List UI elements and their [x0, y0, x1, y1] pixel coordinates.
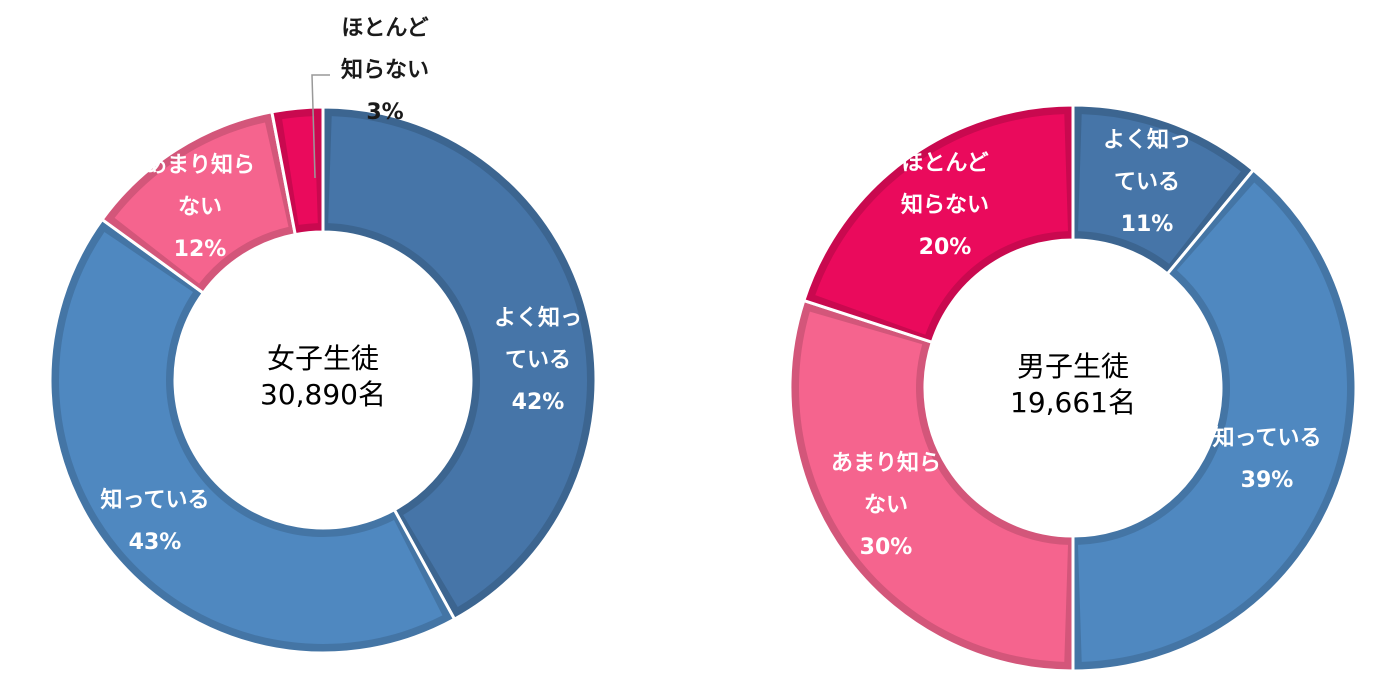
slice-value-label: 43% — [129, 530, 182, 555]
center-title: 男子生徒 — [1017, 350, 1129, 383]
donut-slice-face — [1077, 182, 1347, 662]
slice-category-label: ほとんど — [341, 16, 428, 41]
slice-value-label: 30% — [860, 535, 913, 560]
slice-value-label: 42% — [512, 390, 565, 415]
donut-slice-face — [59, 231, 443, 645]
center-subtitle: 30,890名 — [260, 378, 386, 411]
slice-category-label: 知らない — [341, 57, 429, 83]
donut-slice-face — [1077, 114, 1241, 264]
slice-category-label: あまり知ら — [831, 450, 941, 476]
slice-category-label: ない — [178, 195, 222, 220]
slice-category-label: ほとんど — [901, 151, 988, 176]
center-title: 女子生徒 — [267, 342, 379, 375]
donut-slice-face — [282, 116, 318, 225]
slice-category-label: ない — [864, 493, 908, 518]
slice-category-label: 知っている — [1213, 425, 1322, 451]
donut-slice-face — [799, 311, 1069, 662]
center-subtitle: 19,661名 — [1010, 386, 1136, 419]
slice-value-label: 20% — [919, 235, 972, 260]
leader-line — [311, 74, 330, 179]
slice-category-label: あまり知ら — [145, 152, 255, 178]
donut-slice-face — [815, 114, 1069, 335]
slice-category-label: ている — [505, 348, 571, 373]
donut-slice-face — [114, 122, 289, 284]
donut-slice-face — [328, 116, 587, 608]
slice-category-label: よく知っ — [494, 305, 582, 331]
slice-value-label: 3% — [366, 100, 403, 125]
slice-category-label: 知らない — [901, 192, 989, 218]
slice-value-label: 12% — [174, 237, 227, 262]
slice-category-label: ている — [1114, 170, 1180, 195]
slice-value-label: 39% — [1241, 468, 1294, 493]
slice-category-label: よく知っ — [1103, 127, 1191, 153]
slice-category-label: 知っている — [101, 487, 210, 513]
slice-value-label: 11% — [1121, 212, 1174, 237]
